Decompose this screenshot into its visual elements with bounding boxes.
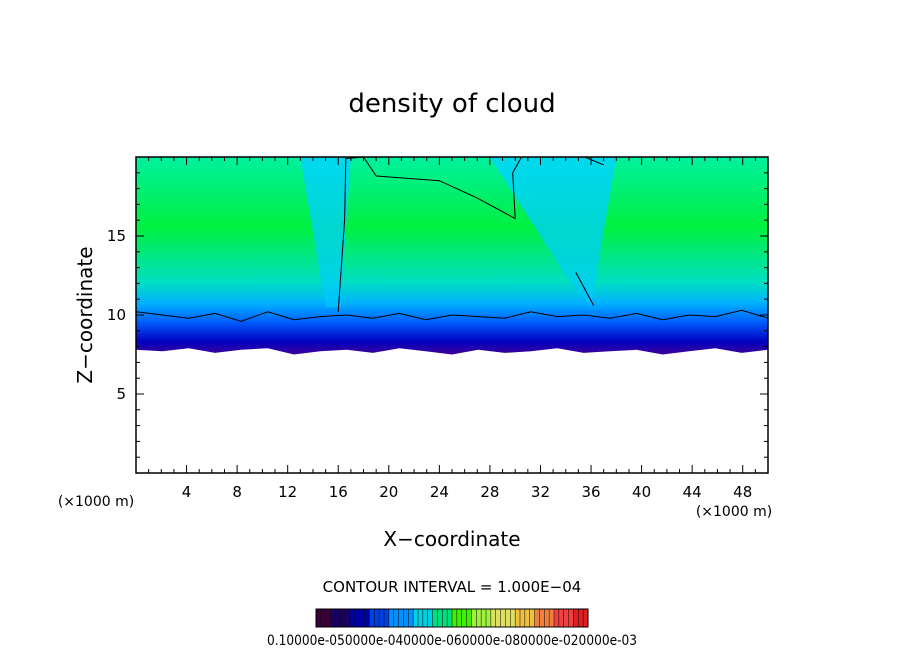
colorbar-swatch <box>524 609 530 627</box>
colorbar-swatch <box>500 609 506 627</box>
colorbar-swatch <box>466 609 472 627</box>
cloud-density-field <box>136 157 768 355</box>
colorbar-swatch <box>515 609 520 627</box>
y-tick-label: 5 <box>116 385 126 403</box>
colorbar-swatch <box>427 609 433 627</box>
colorbar-swatch <box>583 609 588 627</box>
colorbar-swatch <box>476 609 482 627</box>
x-tick-label: 44 <box>683 483 702 501</box>
x-axis-tick-labels: 4 8 12 16 20 24 28 32 36 40 44 48 <box>182 483 752 501</box>
colorbar-swatch <box>481 609 486 627</box>
colorbar-swatch <box>374 609 380 627</box>
contour-line-upper <box>337 157 604 312</box>
x-tick-label: 24 <box>430 483 449 501</box>
colorbar-swatch <box>359 609 365 627</box>
x-tick-label: 40 <box>632 483 651 501</box>
colorbar-swatch <box>345 609 350 627</box>
y-axis-label: Z−coordinate <box>73 246 97 383</box>
colorbar-swatch <box>456 609 462 627</box>
x-tick-label: 8 <box>232 483 242 501</box>
contour-interval-label: CONTOUR INTERVAL = 1.000E−04 <box>323 578 582 596</box>
plot-area <box>136 157 768 355</box>
x-tick-label: 20 <box>379 483 398 501</box>
colorbar-swatch <box>422 609 428 627</box>
x-axis-unit: (×1000 m) <box>696 504 772 520</box>
colorbar-swatch <box>340 609 346 627</box>
x-tick-label: 32 <box>531 483 550 501</box>
colorbar-swatch <box>549 609 554 627</box>
colorbar <box>315 609 588 627</box>
y-tick-label: 10 <box>107 306 126 324</box>
colorbar-swatch <box>384 609 389 627</box>
colorbar-swatch <box>408 609 414 627</box>
colorbar-swatch <box>510 609 516 627</box>
colorbar-swatch <box>369 609 375 627</box>
colorbar-swatch <box>563 609 569 627</box>
colorbar-swatch <box>350 609 355 627</box>
colorbar-swatch <box>447 609 452 627</box>
x-tick-label: 16 <box>329 483 348 501</box>
colorbar-swatch <box>578 609 584 627</box>
colorbar-frame <box>315 608 589 628</box>
colorbar-swatch <box>325 609 331 627</box>
updraft-band-right <box>489 157 617 308</box>
colorbar-swatch <box>320 609 326 627</box>
y-axis-tick-labels: 5 10 15 <box>107 227 126 403</box>
colorbar-swatch <box>544 609 550 627</box>
x-tick-label: 36 <box>581 483 600 501</box>
colorbar-labels: 0.10000e-050000e-040000e-060000e-080000e… <box>267 633 637 649</box>
colorbar-swatch <box>432 609 438 627</box>
colorbar-swatch <box>316 609 321 627</box>
colorbar-swatch <box>437 609 443 627</box>
colorbar-swatch <box>539 609 545 627</box>
colorbar-swatch <box>330 609 336 627</box>
colorbar-swatch <box>354 609 360 627</box>
colorbar-swatch <box>534 609 540 627</box>
x-tick-label: 48 <box>733 483 752 501</box>
contour-line-lower <box>136 309 768 322</box>
colorbar-swatch <box>486 609 491 627</box>
x-tick-label: 4 <box>182 483 192 501</box>
colorbar-swatch <box>442 609 448 627</box>
colorbar-swatch <box>388 609 394 627</box>
colorbar-swatch <box>413 609 418 627</box>
x-axis-label: X−coordinate <box>383 527 520 551</box>
colorbar-swatch <box>452 609 457 627</box>
colorbar-swatch <box>558 609 564 627</box>
colorbar-swatch <box>505 609 511 627</box>
colorbar-swatch <box>520 609 525 627</box>
x-tick-label: 12 <box>278 483 297 501</box>
y-tick-label: 15 <box>107 227 126 245</box>
colorbar-swatch <box>573 609 579 627</box>
colorbar-swatch <box>495 609 501 627</box>
x-tick-label: 28 <box>480 483 499 501</box>
x-axis-ticks <box>148 157 756 473</box>
y-axis-unit: (×1000 m) <box>58 494 134 510</box>
colorbar-swatch <box>403 609 409 627</box>
colorbar-swatch <box>568 609 574 627</box>
colorbar-swatch <box>490 609 496 627</box>
colorbar-swatch <box>335 609 341 627</box>
colorbar-swatch <box>471 609 477 627</box>
colorbar-swatch <box>398 609 404 627</box>
chart-title: density of cloud <box>348 89 555 119</box>
colorbar-swatch <box>393 609 399 627</box>
y-axis-ticks <box>136 172 768 458</box>
colorbar-swatch <box>529 609 535 627</box>
colorbar-swatch <box>364 609 370 627</box>
colorbar-swatch <box>379 609 384 627</box>
colorbar-swatch <box>461 609 467 627</box>
colorbar-swatch <box>554 609 559 627</box>
updraft-band-left <box>300 157 351 308</box>
colorbar-swatch <box>418 609 423 627</box>
